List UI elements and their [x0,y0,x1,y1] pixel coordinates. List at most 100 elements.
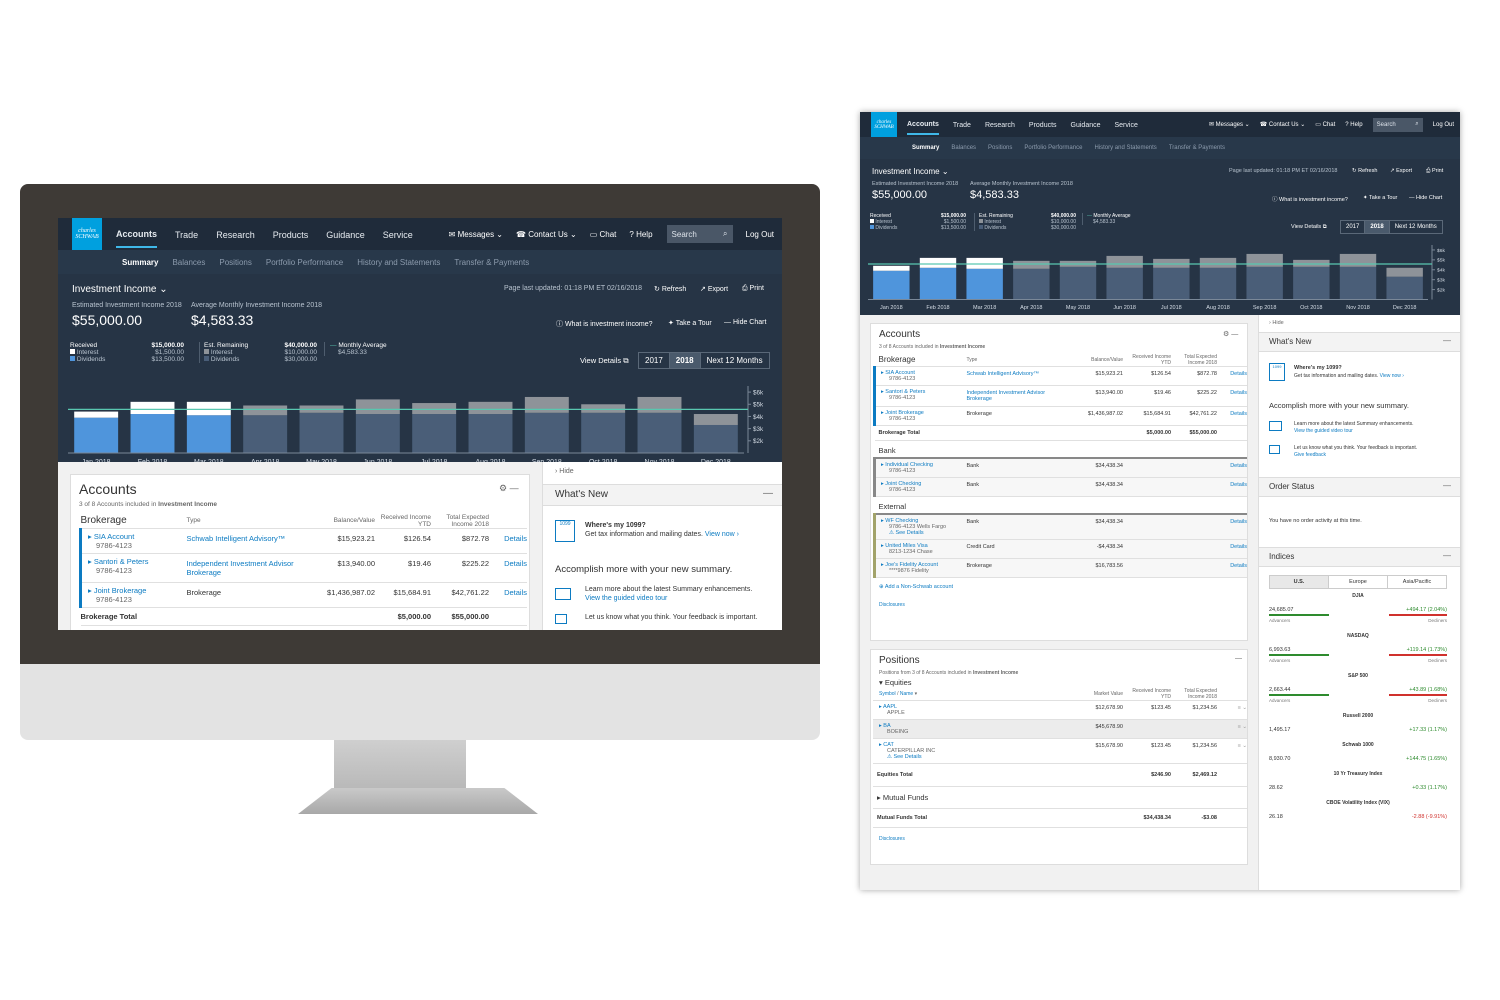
collapse-icon[interactable]: — [1235,655,1242,662]
bar-interest-2[interactable] [186,401,231,416]
help-link[interactable]: ? Help [629,229,653,239]
tab-next-12-months[interactable]: Next 12 Months [1394,224,1437,230]
view-now-link[interactable]: View now › [1379,373,1404,379]
account-row[interactable]: ▸ WF Checking 9786-4123 Wells Fargo ⚠ See … [873,514,1247,540]
equities-heading[interactable]: ▾ Equities [879,678,912,687]
bar-interest-8[interactable] [524,396,569,413]
hide-sidebar-link[interactable]: › Hide [1269,320,1284,326]
bar-dividends-10[interactable] [1339,266,1377,300]
nav-guidance[interactable]: Guidance [1070,122,1101,129]
tab-2018[interactable]: 2018 [669,353,701,368]
view-details-link[interactable]: View Details ⧉ [1291,224,1327,230]
index-row[interactable]: Schwab 1000 8,930.70 +144.75 (1.65%) [1269,742,1447,762]
subnav-transfers[interactable]: Transfer & Payments [1168,145,1225,151]
bar-dividends-0[interactable] [873,270,910,300]
index-row[interactable]: 10 Yr Treasury Index 28.62 +0.33 (1.17%) [1269,771,1447,791]
bar-interest-10[interactable] [637,396,682,413]
bar-interest-9[interactable] [581,404,626,413]
nav-products[interactable]: Products [1028,122,1057,129]
brokerage-row[interactable]: ▸ SIA Account 9786-4123 Schwab Intelligent… [873,366,1247,386]
collapse-icon[interactable]: — [763,488,773,499]
bar-interest-3[interactable] [243,405,288,416]
subnav-history[interactable]: History and Statements [357,257,441,267]
nav-service[interactable]: Service [1114,122,1138,129]
nav-trade[interactable]: Trade [952,122,971,129]
bar-dividends-7[interactable] [468,414,513,453]
contact-menu[interactable]: ☎ Contact Us ⌄ [1259,122,1306,128]
subnav-summary[interactable]: Summary [912,145,940,151]
collapse-order-icon[interactable]: — [1443,481,1451,490]
nav-guidance[interactable]: Guidance [326,230,365,240]
hide-chart-link[interactable]: — Hide Chart [724,319,767,326]
account-row[interactable]: ▸ Joe's Fidelity Account ****9876 Fidelit… [873,558,1247,578]
bar-dividends-9[interactable] [1293,266,1330,300]
account-name-link[interactable]: ▸ SIA Account [881,370,915,376]
view-details-link[interactable]: View Details ⧉ [580,356,629,365]
nav-products[interactable]: Products [272,230,309,240]
tab-2017[interactable]: 2017 [639,353,670,368]
export-link[interactable]: ↗ Export [1390,168,1413,174]
tour-link[interactable]: ✦ Take a Tour [1363,195,1398,201]
account-name-link[interactable]: ▸ Santori & Peters [88,557,149,566]
index-row[interactable]: CBOE Volatility Index (VIX) 26.18 -2.88 (-… [1269,800,1447,820]
bar-interest-0[interactable] [873,265,910,271]
bar-dividends-2[interactable] [186,415,231,453]
bar-interest-8[interactable] [1246,253,1283,267]
hide-chart-link[interactable]: — Hide Chart [1409,195,1443,201]
subnav-performance[interactable]: Portfolio Performance [265,257,344,267]
bar-dividends-11[interactable] [1386,276,1423,300]
schwab-logo[interactable]: charles SCHWAB [72,218,102,250]
account-name-link[interactable]: ▸ Individual Checking [881,462,933,468]
bar-dividends-5[interactable] [1106,267,1143,300]
details-link[interactable]: Details [1230,390,1247,396]
details-link[interactable]: Details [1230,411,1247,417]
account-name-link[interactable]: ▸ AAPL [879,704,898,710]
logout-link[interactable]: Log Out [1432,121,1454,128]
row-menu-icon[interactable]: ≡ ⌄ [1237,743,1247,749]
bar-interest-6[interactable] [412,403,457,415]
video-tour-link[interactable]: View the guided video tour [585,595,668,602]
tab-2018[interactable]: 2018 [1365,221,1390,233]
account-name-link[interactable]: ▸ United Miles Visa [881,543,928,549]
details-link[interactable]: Details [1230,519,1247,525]
subnav-performance[interactable]: Portfolio Performance [1024,145,1083,151]
details-link[interactable]: Details [1230,563,1247,569]
brokerage-row[interactable]: ▸ SIA Account 9786-4123 Schwab Intelligent… [79,528,527,554]
help-link[interactable]: ? Help [1345,121,1363,128]
tab-us[interactable]: U.S. [1270,576,1329,588]
account-name-link[interactable]: ▸ Santori & Peters [881,389,926,395]
brokerage-row[interactable]: ▸ Santori & Peters 9786-4123 Independent I… [873,385,1247,407]
index-row[interactable]: DJIA 24,685.07 +494.17 (2.04%) Advancers Dec… [1269,593,1447,623]
bar-interest-7[interactable] [468,401,513,415]
see-details-link[interactable]: ⚠ See Details [889,530,924,536]
bar-dividends-4[interactable] [299,412,344,453]
tab-asia-pacific[interactable]: Asia/Pacific [1402,579,1432,585]
brokerage-row[interactable]: ▸ Santori & Peters 9786-4123 Independent I… [79,553,527,583]
print-link[interactable]: ⎙ Print [1426,168,1444,174]
account-row[interactable]: ▸ United Miles Visa 8213-1234 Chase Credit… [873,539,1247,559]
account-name-link[interactable]: ▸ Joint Brokerage [88,586,147,595]
tour-link[interactable]: ✦ Take a Tour [668,320,712,327]
bar-dividends-1[interactable] [130,414,175,453]
details-link[interactable]: Details [1230,544,1247,550]
bar-dividends-7[interactable] [1199,267,1237,300]
details-link[interactable]: Details [504,588,527,597]
account-row[interactable]: ▸ Individual Checking 9786-4123 Bank $34,43… [873,458,1247,478]
bar-dividends-3[interactable] [1013,268,1050,300]
bar-dividends-6[interactable] [1153,267,1190,300]
index-row[interactable]: Russell 2000 1,495.17 +17.33 (1.17%) [1269,713,1447,733]
video-tour-link[interactable]: View the guided video tour [1294,428,1353,434]
account-name-link[interactable]: ▸ Joe's Fidelity Account [881,562,939,568]
col-symbol[interactable]: Symbol / Name ▾ [873,688,965,701]
see-details-link[interactable]: ⚠ See Details [887,754,922,760]
nav-trade[interactable]: Trade [175,230,199,240]
details-link[interactable]: Details [1230,371,1247,377]
refresh-link[interactable]: ↻ Refresh [1352,168,1378,174]
row-menu-icon[interactable]: ≡ ⌄ [1237,705,1247,711]
account-name-link[interactable]: ▸ BA [879,723,891,729]
bar-dividends-5[interactable] [355,414,400,453]
position-row[interactable]: ▸ AAPL APPLE $12,678.90 $123.45 $1,234.56 ≡ ⌄ [873,700,1247,720]
bar-interest-0[interactable] [74,411,119,418]
bar-interest-5[interactable] [355,399,400,415]
bar-dividends-9[interactable] [581,412,626,453]
